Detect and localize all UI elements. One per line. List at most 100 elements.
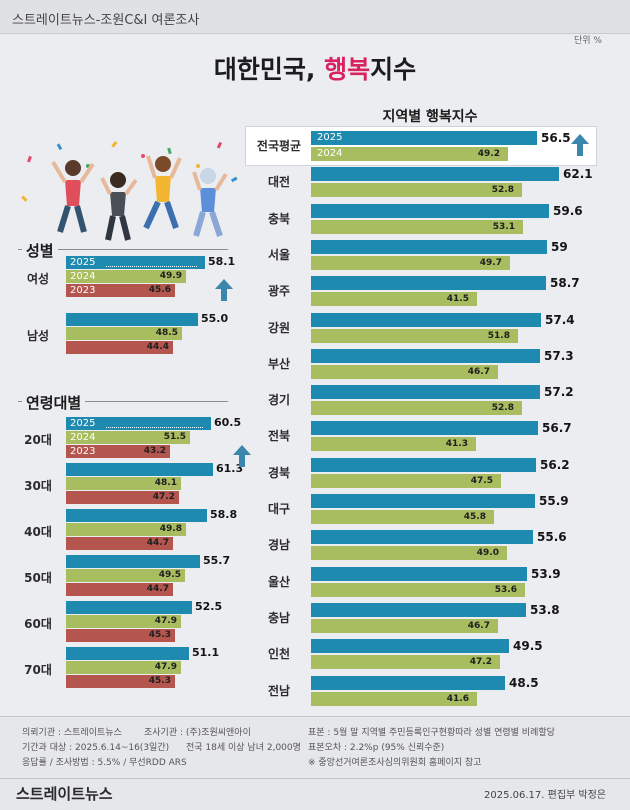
bar-2024 bbox=[311, 437, 476, 452]
data-label: 53.6 bbox=[494, 584, 517, 595]
bar-2025 bbox=[311, 167, 559, 182]
confetti bbox=[21, 141, 238, 202]
bar-2024 bbox=[311, 582, 525, 597]
bar-2024 bbox=[66, 661, 181, 674]
data-label: 41.5 bbox=[446, 294, 469, 305]
legend-year-label: 2025 bbox=[70, 257, 96, 268]
bar-2025 bbox=[311, 675, 505, 690]
data-label: 55.7 bbox=[203, 554, 231, 567]
bar-2024 bbox=[66, 569, 185, 582]
bar-2024 bbox=[311, 473, 501, 488]
data-label: 48.5 bbox=[509, 675, 539, 690]
bar-2024 bbox=[311, 364, 498, 379]
data-label: 49.5 bbox=[513, 639, 543, 654]
data-label: 58.7 bbox=[550, 276, 580, 291]
bar-2025 bbox=[311, 602, 526, 617]
bar-2025 bbox=[311, 385, 540, 400]
category-label: 70대 bbox=[24, 663, 52, 677]
data-label: 57.4 bbox=[545, 312, 575, 327]
age-section-title: 연령대별 bbox=[22, 392, 86, 413]
bar-2025 bbox=[311, 239, 547, 254]
region-label: 광주 bbox=[267, 284, 291, 299]
legend-year-label: 2025 bbox=[317, 132, 343, 143]
legend-year-label: 2025 bbox=[70, 418, 96, 429]
data-label: 47.5 bbox=[470, 475, 493, 486]
data-label: 55.6 bbox=[537, 530, 567, 545]
data-label: 44.7 bbox=[146, 584, 169, 594]
footer-brand-rule bbox=[0, 778, 630, 779]
bar-2024 bbox=[66, 615, 181, 628]
data-label: 47.2 bbox=[152, 492, 175, 502]
bar-2023 bbox=[66, 445, 170, 458]
bar-2025 bbox=[66, 647, 189, 660]
data-label: 41.3 bbox=[445, 439, 468, 450]
bar-2024 bbox=[311, 691, 477, 706]
bar-2025 bbox=[66, 417, 211, 430]
legend-year-label: 2023 bbox=[70, 285, 96, 296]
bar-2025 bbox=[311, 530, 533, 545]
main-title-accent: 행복 bbox=[324, 55, 371, 84]
data-label: 55.0 bbox=[201, 312, 229, 325]
data-label: 53.8 bbox=[530, 602, 560, 617]
data-label: 59.6 bbox=[553, 203, 583, 218]
data-label: 48.5 bbox=[155, 328, 178, 338]
bar-2024 bbox=[66, 431, 190, 444]
bar-2024 bbox=[311, 546, 507, 561]
bar-2024 bbox=[311, 328, 518, 343]
bar-2024 bbox=[311, 219, 523, 234]
data-label: 41.6 bbox=[446, 693, 469, 704]
age-up-arrow bbox=[233, 445, 251, 467]
header-title: 스트레이트뉴스-조원C&I 여론조사 bbox=[12, 13, 200, 28]
data-label: 58.8 bbox=[210, 508, 238, 521]
footer-area bbox=[0, 716, 630, 810]
footer-brand-logo: 스트레이트뉴스 bbox=[16, 785, 113, 803]
bar-2025 bbox=[66, 463, 213, 476]
data-label: 59 bbox=[551, 239, 568, 254]
gender-section-rule bbox=[18, 249, 228, 250]
bar-2023 bbox=[66, 583, 173, 596]
data-label: 45.6 bbox=[148, 285, 171, 295]
footer-response-rate: 응답률 / 조사방법 : 5.5% / 무선RDD ARS bbox=[22, 758, 187, 768]
region-label: 경남 bbox=[267, 538, 291, 553]
footer-margin-error: 표본오차 : 2.2%p (95% 신뢰수준) bbox=[308, 743, 445, 753]
celebrating-people-illustration bbox=[21, 141, 238, 241]
legend-year-label: 2024 bbox=[70, 271, 96, 282]
person-1 bbox=[51, 160, 95, 233]
region-label: 서울 bbox=[267, 247, 291, 262]
category-label: 40대 bbox=[24, 525, 52, 539]
bar-2023 bbox=[66, 341, 173, 354]
unit-label: 단위 % bbox=[574, 36, 602, 46]
data-label: 45.3 bbox=[148, 630, 171, 640]
bar-2023 bbox=[66, 491, 179, 504]
data-label: 57.3 bbox=[544, 348, 574, 363]
data-label: 46.7 bbox=[467, 366, 490, 377]
bar-2025 bbox=[311, 566, 527, 581]
bar-2025 bbox=[311, 203, 549, 218]
footer-period: 기간과 대상 : 2025.6.14~16(3일간) bbox=[22, 743, 170, 753]
data-label: 52.8 bbox=[491, 185, 514, 196]
bar-2023 bbox=[66, 629, 175, 642]
data-label: 56.2 bbox=[540, 457, 570, 472]
bar-2025 bbox=[66, 509, 207, 522]
footer-date: 2025.06.17. 편집부 박정은 bbox=[484, 790, 606, 801]
region-label: 경기 bbox=[267, 393, 291, 408]
category-label: 30대 bbox=[24, 479, 52, 493]
category-label: 여성 bbox=[26, 272, 50, 286]
legend-dotted-leader bbox=[106, 427, 203, 428]
age-section-rule bbox=[18, 401, 228, 402]
data-label: 60.5 bbox=[214, 416, 242, 429]
data-label: 51.1 bbox=[192, 646, 220, 659]
footer-sample: 표본 : 5월 말 지역별 주민등록인구현황따라 성별 연령별 비례할당 bbox=[308, 728, 555, 738]
data-label: 46.7 bbox=[467, 620, 490, 631]
bar-2025 bbox=[311, 421, 538, 436]
bar-2024 bbox=[66, 327, 182, 340]
data-label: 61.3 bbox=[216, 462, 244, 475]
data-label: 51.8 bbox=[487, 330, 510, 341]
bar-2024 bbox=[66, 523, 186, 536]
gender-up-arrow bbox=[215, 279, 233, 301]
category-label: 50대 bbox=[24, 571, 52, 585]
footer-sample-target: 전국 18세 이상 남녀 2,000명 bbox=[186, 743, 301, 753]
bar-2024 bbox=[311, 147, 508, 161]
gender-section-title: 성별 bbox=[22, 240, 58, 261]
bar-2024 bbox=[311, 401, 522, 416]
